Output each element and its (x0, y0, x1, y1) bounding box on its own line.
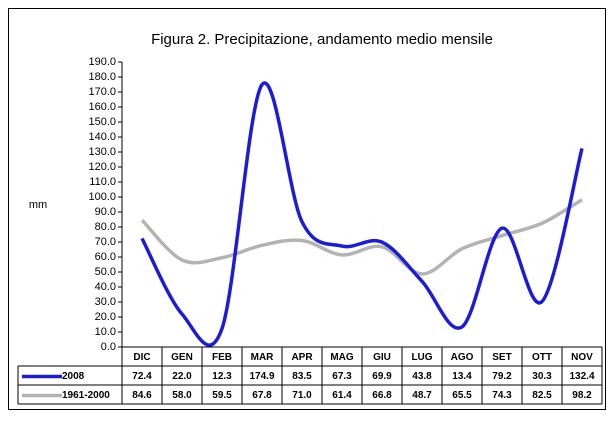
y-tick-label: 90.0 (95, 206, 116, 218)
data-label: 12.3 (212, 371, 232, 382)
data-label: 61.4 (332, 390, 352, 401)
y-tick-label: 50.0 (95, 266, 116, 278)
data-label: 66.8 (372, 390, 392, 401)
data-label: 132.4 (569, 371, 594, 382)
data-label: 72.4 (132, 371, 152, 382)
x-tick-label: FEB (212, 352, 232, 363)
y-tick-label: 20.0 (95, 311, 116, 323)
data-label: 84.6 (132, 390, 152, 401)
x-tick-label: APR (291, 352, 313, 363)
x-tick-label: MAR (251, 352, 275, 363)
data-label: 71.0 (292, 390, 312, 401)
y-tick-label: 170.0 (88, 86, 116, 98)
data-label: 83.5 (292, 371, 312, 382)
y-tick-label: 180.0 (88, 71, 116, 83)
legend-label: 2008 (62, 371, 85, 382)
data-label: 43.8 (412, 371, 432, 382)
y-axis-label: mm (29, 199, 47, 211)
data-label: 13.4 (452, 371, 472, 382)
y-tick-label: 140.0 (88, 131, 116, 143)
series-line (140, 81, 584, 347)
x-tick-label: OTT (532, 352, 552, 363)
data-label: 79.2 (492, 371, 512, 382)
data-label: 59.5 (212, 390, 232, 401)
x-tick-label: LUG (411, 352, 432, 363)
y-tick-label: 150.0 (88, 116, 116, 128)
data-label: 30.3 (532, 371, 552, 382)
x-tick-label: GIU (373, 352, 391, 363)
y-tick-label: 160.0 (88, 101, 116, 113)
x-tick-label: NOV (571, 352, 593, 363)
y-tick-label: 100.0 (88, 191, 116, 203)
data-label: 67.8 (252, 390, 272, 401)
y-tick-label: 120.0 (88, 161, 116, 173)
y-tick-label: 190.0 (88, 56, 116, 68)
chart-border (8, 8, 606, 410)
data-label: 82.5 (532, 390, 552, 401)
y-tick-label: 80.0 (95, 221, 116, 233)
series-line (140, 198, 583, 276)
chart-title: Figura 2. Precipitazione, andamento medi… (151, 31, 493, 48)
data-label: 65.5 (452, 390, 472, 401)
y-tick-label: 0.0 (101, 341, 116, 353)
legend-label: 1961-2000 (62, 390, 110, 401)
data-label: 98.2 (572, 390, 592, 401)
y-tick-label: 30.0 (95, 296, 116, 308)
x-tick-label: DIC (133, 352, 150, 363)
data-label: 69.9 (372, 371, 392, 382)
data-label: 74.3 (492, 390, 512, 401)
data-label: 48.7 (412, 390, 432, 401)
y-tick-label: 10.0 (95, 326, 116, 338)
x-tick-label: SET (492, 352, 511, 363)
y-tick-label: 70.0 (95, 236, 116, 248)
data-label: 22.0 (172, 371, 192, 382)
y-tick-label: 60.0 (95, 251, 116, 263)
x-tick-label: MAG (330, 352, 354, 363)
data-label: 174.9 (249, 371, 274, 382)
y-tick-label: 40.0 (95, 281, 116, 293)
data-label: 58.0 (172, 390, 192, 401)
y-tick-label: 110.0 (89, 176, 116, 188)
y-tick-label: 130.0 (88, 146, 116, 158)
x-tick-label: AGO (451, 352, 474, 363)
x-tick-label: GEN (171, 352, 193, 363)
data-label: 67.3 (332, 371, 352, 382)
